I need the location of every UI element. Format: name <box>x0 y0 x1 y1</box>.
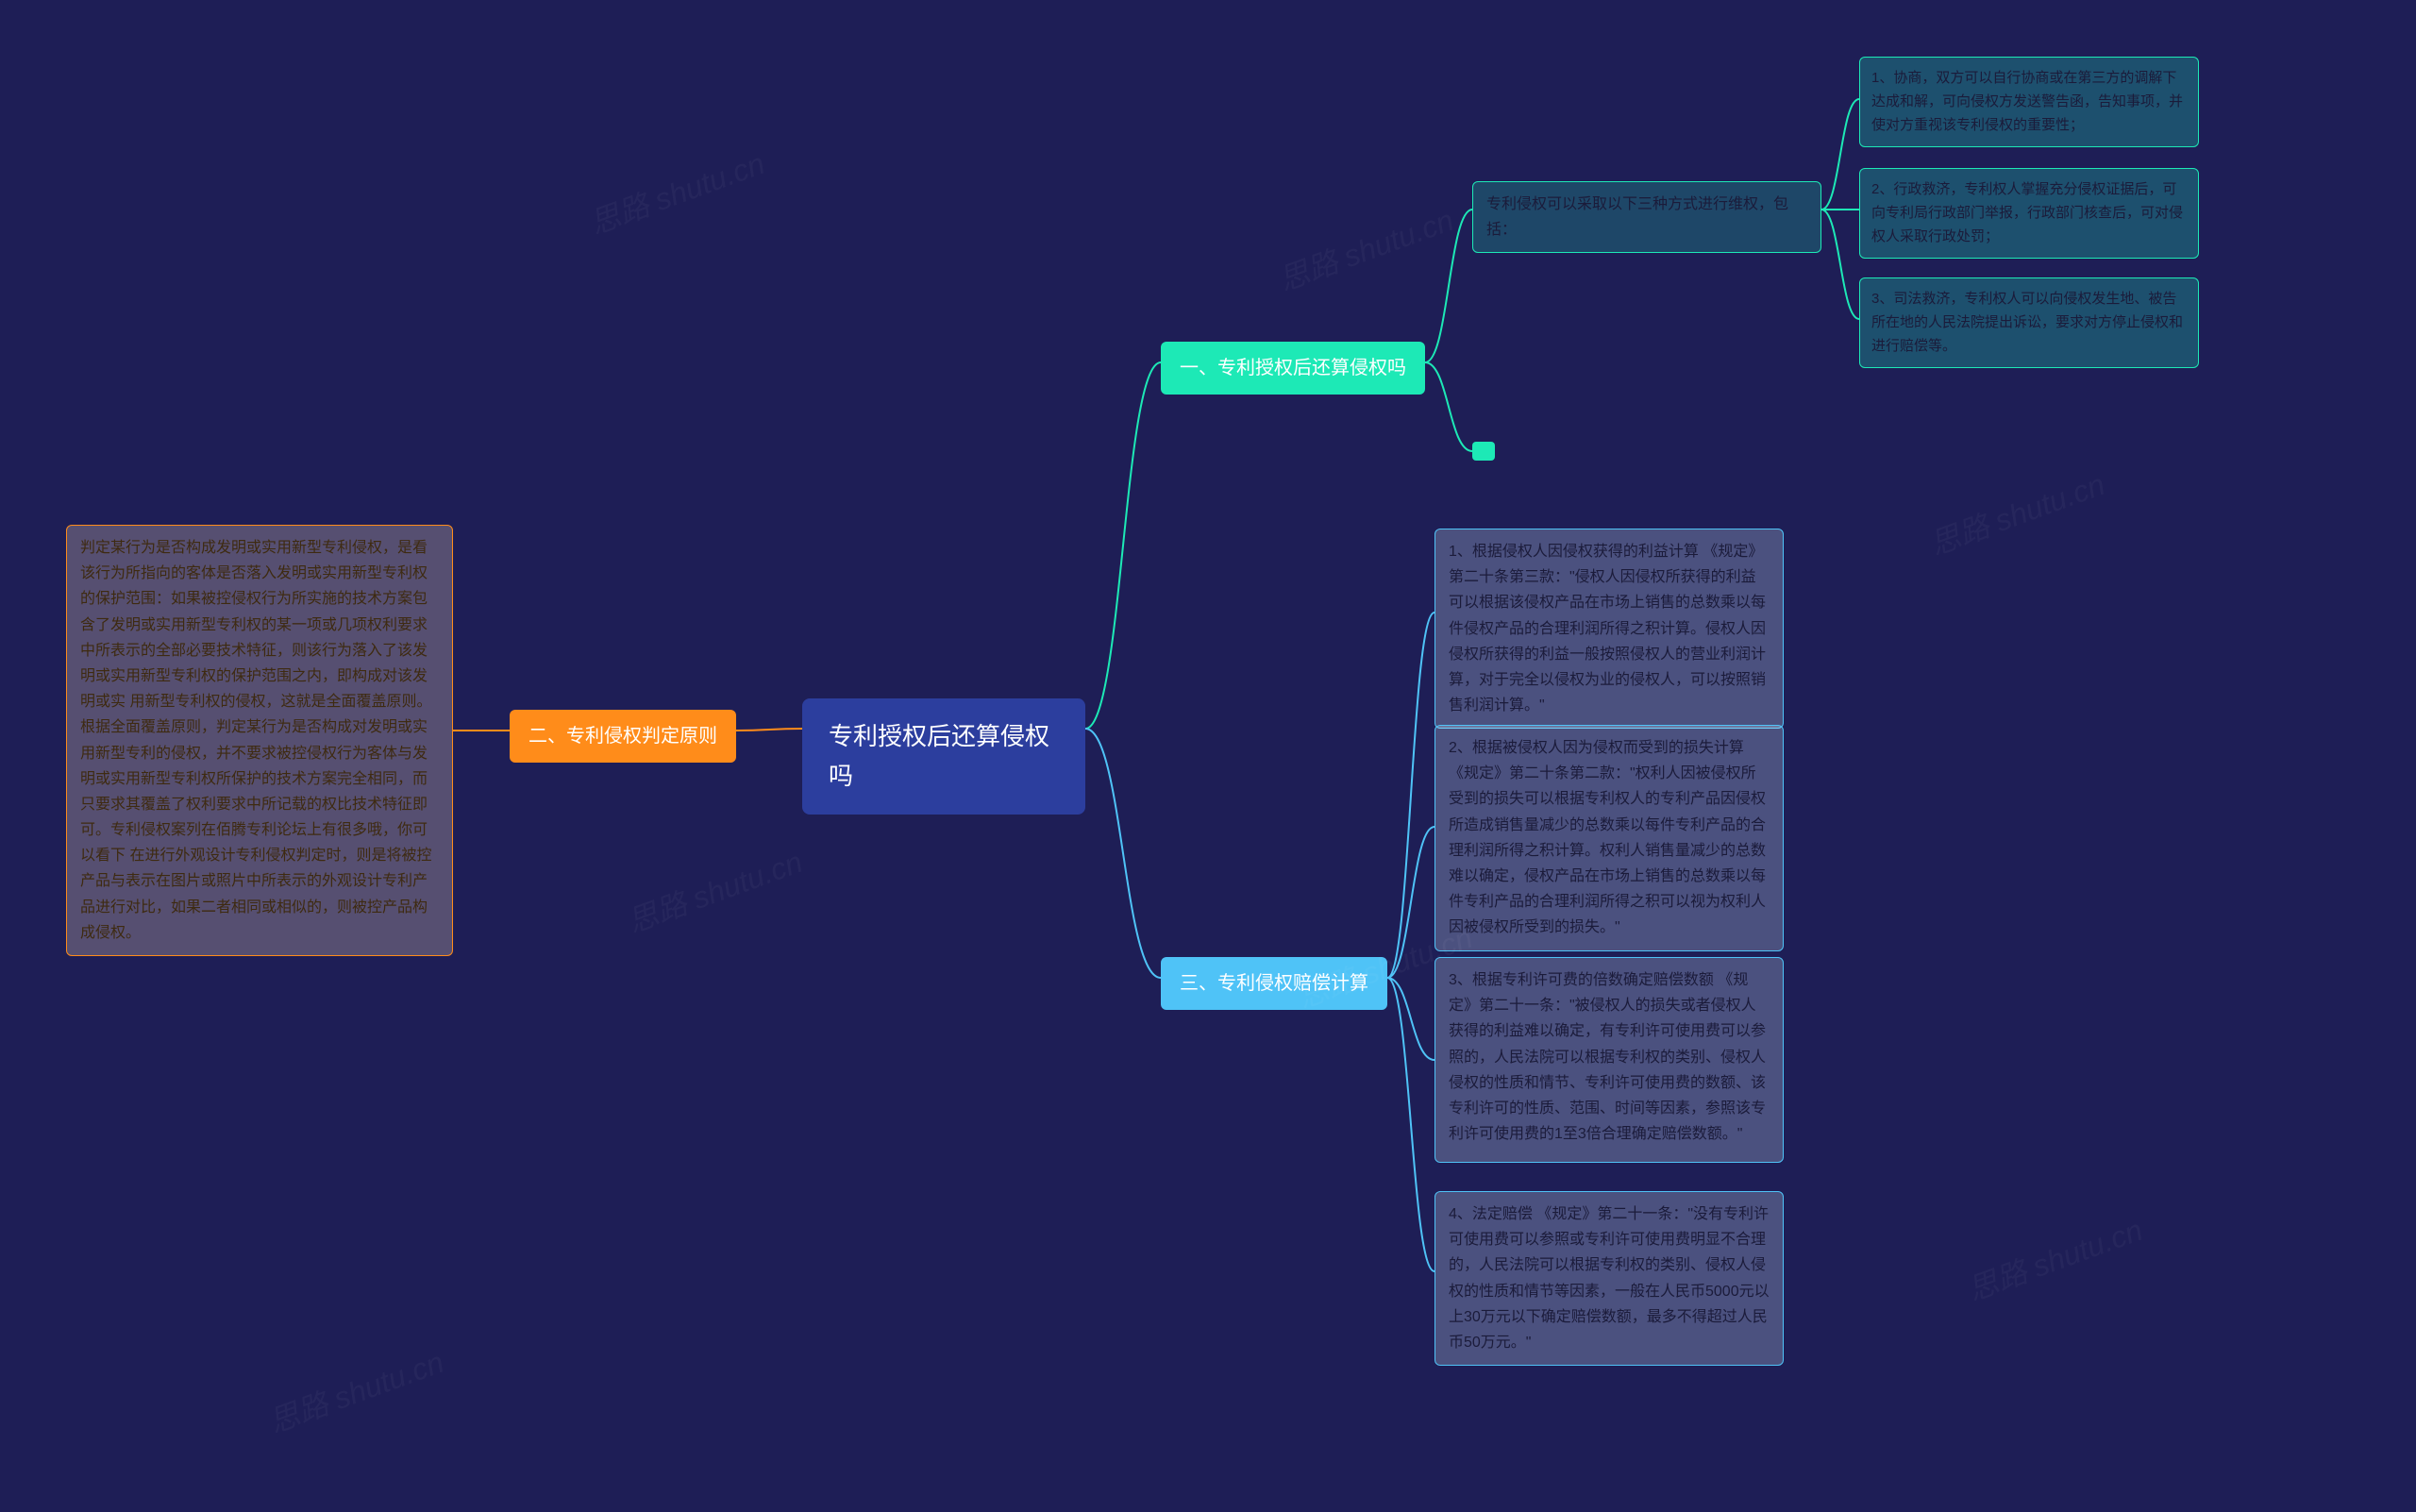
child-text: 1、根据侵权人因侵权获得的利益计算 《规定》第二十条第三款："侵权人因侵权所获得… <box>1449 539 1770 718</box>
watermark: 思路 shutu.cn <box>1272 196 1459 300</box>
leaf-text: 3、司法救济，专利权人可以向侵权发生地、被告所在地的人民法院提出诉讼，要求对方停… <box>1871 288 2187 358</box>
root-label: 专利授权后还算侵权吗 <box>829 717 1059 796</box>
branch-node[interactable]: 三、专利侵权赔偿计算 <box>1161 957 1387 1010</box>
watermark: 思路 shutu.cn <box>262 1338 449 1442</box>
child-text: 专利侵权可以采取以下三种方式进行维权，包括： <box>1486 192 1807 243</box>
empty-child-node[interactable] <box>1472 442 1495 461</box>
child-text: 3、根据专利许可费的倍数确定赔偿数额 《规定》第二十一条："被侵权人的损失或者侵… <box>1449 967 1770 1147</box>
branch-label: 一、专利授权后还算侵权吗 <box>1180 353 1406 383</box>
leaf-text: 2、行政救济，专利权人掌握充分侵权证据后，可向专利局行政部门举报，行政部门核查后… <box>1871 178 2187 248</box>
leaf-node[interactable]: 1、协商，双方可以自行协商或在第三方的调解下达成和解，可向侵权方发送警告函，告知… <box>1859 57 2199 147</box>
branch-label: 三、专利侵权赔偿计算 <box>1180 968 1368 999</box>
child-text: 4、法定赔偿 《规定》第二十一条："没有专利许可使用费可以参照或专利许可使用费明… <box>1449 1201 1770 1355</box>
child-node[interactable]: 2、根据被侵权人因为侵权而受到的损失计算 《规定》第二十条第二款："权利人因被侵… <box>1434 725 1784 951</box>
leaf-text: 1、协商，双方可以自行协商或在第三方的调解下达成和解，可向侵权方发送警告函，告知… <box>1871 67 2187 137</box>
watermark: 思路 shutu.cn <box>1923 461 2110 564</box>
leaf-node[interactable]: 2、行政救济，专利权人掌握充分侵权证据后，可向专利局行政部门举报，行政部门核查后… <box>1859 168 2199 259</box>
child-node[interactable]: 1、根据侵权人因侵权获得的利益计算 《规定》第二十条第三款："侵权人因侵权所获得… <box>1434 529 1784 729</box>
branch-label: 二、专利侵权判定原则 <box>528 721 717 751</box>
watermark: 思路 shutu.cn <box>1961 1206 2148 1310</box>
child-text: 判定某行为是否构成发明或实用新型专利侵权，是看该行为所指向的客体是否落入发明或实… <box>80 535 439 946</box>
child-node[interactable]: 专利侵权可以采取以下三种方式进行维权，包括： <box>1472 181 1821 253</box>
watermark: 思路 shutu.cn <box>583 140 770 244</box>
leaf-node[interactable]: 3、司法救济，专利权人可以向侵权发生地、被告所在地的人民法院提出诉讼，要求对方停… <box>1859 277 2199 368</box>
child-text: 2、根据被侵权人因为侵权而受到的损失计算 《规定》第二十条第二款："权利人因被侵… <box>1449 735 1770 941</box>
child-node[interactable]: 3、根据专利许可费的倍数确定赔偿数额 《规定》第二十一条："被侵权人的损失或者侵… <box>1434 957 1784 1163</box>
branch-node[interactable]: 二、专利侵权判定原则 <box>510 710 736 763</box>
child-node[interactable]: 4、法定赔偿 《规定》第二十一条："没有专利许可使用费可以参照或专利许可使用费明… <box>1434 1191 1784 1366</box>
branch-node[interactable]: 一、专利授权后还算侵权吗 <box>1161 342 1425 395</box>
root-node[interactable]: 专利授权后还算侵权吗 <box>802 698 1085 815</box>
child-node[interactable]: 判定某行为是否构成发明或实用新型专利侵权，是看该行为所指向的客体是否落入发明或实… <box>66 525 453 956</box>
watermark: 思路 shutu.cn <box>621 838 808 942</box>
